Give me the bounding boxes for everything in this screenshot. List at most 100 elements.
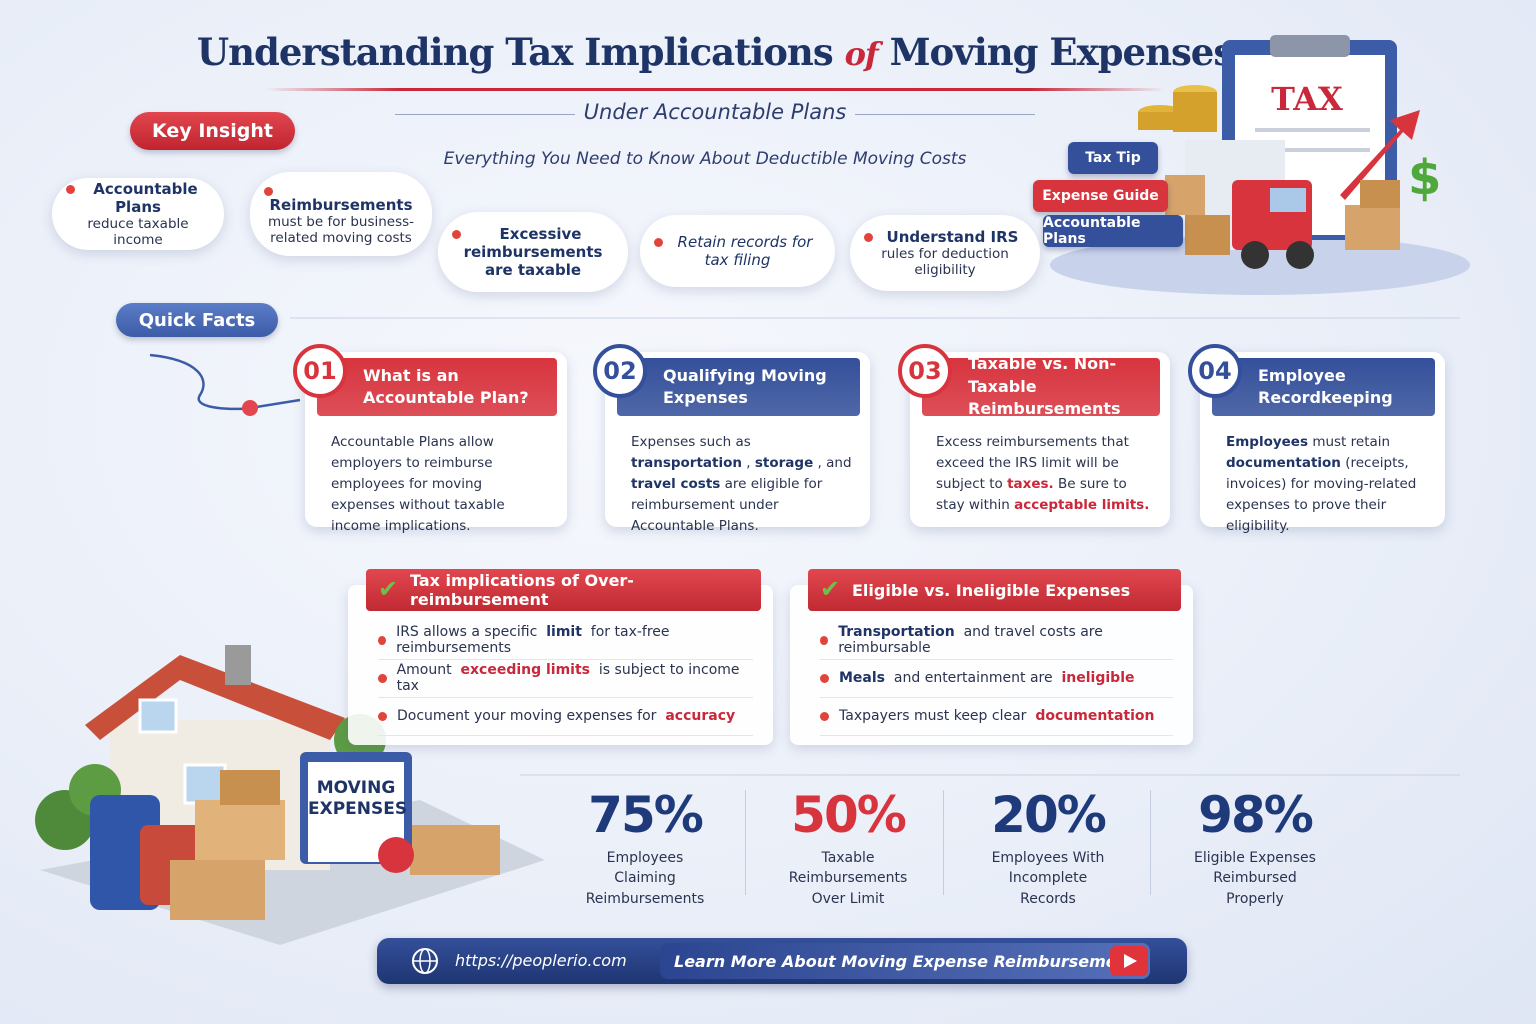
divider [855,114,1035,115]
stat: 20% Employees With Incomplete Records [948,786,1148,909]
text: Taxpayers must keep clear [839,708,1031,724]
separator [943,790,944,895]
list-panel: ✔ Eligible vs. Ineligible Expenses Transpo… [790,569,1193,745]
card-title: Taxable vs. Non-Taxable Reimbursements [968,354,1121,419]
card-header: Employee Recordkeeping [1212,358,1435,416]
bullet [654,238,663,247]
insight-bubble: Accountable Plans reduce taxable income [52,178,224,250]
text-red: exceeding limits [460,662,591,678]
bubble-text: Excessive reimbursements are taxable [452,225,614,279]
card-header: Taxable vs. Non-Taxable Reimbursements [922,354,1160,418]
text-red: accuracy [665,708,736,724]
text-red: taxes. [1007,475,1054,492]
stat-label: Eligible Expenses Reimbursed Properly [1194,850,1316,907]
text-bold: limit [546,624,582,640]
card-header: What is an Accountable Plan? [317,358,557,416]
text: and travel costs are reimbursable [838,624,1108,656]
text-bold: Employees [1226,434,1309,450]
text: Expenses such as [631,434,751,450]
fact-card: What is an Accountable Plan? 01 Accountabl… [293,344,567,534]
tag: Expense Guide [1033,180,1168,212]
text-bold: storage [754,454,814,471]
text: and entertainment are [889,670,1058,686]
sign-label: MOVING EXPENSES [308,778,408,820]
card-body: Employees must retain documentation (rec… [1226,432,1427,537]
text-bold: Understand IRS [886,228,1019,246]
bullet [820,711,829,721]
item-text: Transportation and travel costs are reim… [838,624,1173,656]
list-item: IRS allows a specific limit for tax-free… [378,621,753,660]
bullet [378,711,387,721]
card-body: Expenses such as transportation , storag… [631,432,852,537]
tax-illustration [1050,35,1470,295]
text: (receipts, invoices) for moving-related … [1226,454,1417,534]
house-illustration [35,645,545,945]
card-title: What is an Accountable Plan? [363,365,529,407]
insight-bubble: Reimbursements must be for business-rela… [250,172,432,256]
text-bold: transportation [631,454,742,471]
tag: Tax Tip [1068,142,1158,174]
list-panel: ✔ Tax implications of Over-reimbursement I… [348,569,773,745]
text: Be sure to stay within [936,475,1127,513]
text: IRS allows a specific [396,624,542,640]
insight-bubble: Retain records for tax filing [640,215,835,287]
list-item: Transportation and travel costs are reim… [820,621,1173,660]
text: Document your moving expenses for [397,708,661,724]
card-body: Accountable Plans allow employers to rei… [331,432,549,537]
text: for tax-free reimbursements [396,624,674,656]
text: must be for business-related moving cost… [267,214,415,246]
item-text: Taxpayers must keep clear documentation [839,708,1159,724]
card-number: 03 [898,344,952,398]
key-insight-label: Key Insight [130,112,295,150]
text: is subject to income tax [396,662,744,694]
fact-card: Employee Recordkeeping 04 Employees must r… [1188,344,1445,534]
item-text: Amount exceeding limits is subject to in… [397,662,753,694]
stat: 98% Eligible Expenses Reimbursed Properly [1155,786,1355,909]
item-text: IRS allows a specific limit for tax-free… [396,624,753,656]
title-underline [265,88,1165,91]
cta-text[interactable]: Learn More About Moving Expense Reimburs… [674,951,1146,971]
footer-cta[interactable]: Learn More About Moving Expense Reimburs… [660,943,1150,979]
text-bold: Meals [839,670,886,686]
card-title: Employee Recordkeeping [1258,365,1393,407]
card-header: Qualifying Moving Expenses [617,358,860,416]
card-number: 01 [293,344,347,398]
tag: Accountable Plans [1043,215,1183,247]
bullet [66,185,75,194]
stat-label: Taxable Reimbursements Over Limit [788,850,908,907]
text-red: documentation [1035,708,1155,724]
text-bold: Reimbursements [269,196,413,214]
item-text: Document your moving expenses for accura… [397,708,740,724]
text-bold: Transportation [838,624,955,640]
text: , and [817,454,852,471]
quick-facts-label: Quick Facts [116,303,278,337]
text-red: acceptable limits. [1014,496,1150,513]
text: must retain [1312,434,1391,450]
stat-value: 75% [588,786,704,844]
play-icon[interactable] [1110,946,1148,976]
connector [149,353,301,411]
clipboard-label: TAX [1271,80,1343,118]
subtitle: Under Accountable Plans [583,100,847,124]
footer-url[interactable]: https://peoplerio.com [455,951,627,970]
tagline: Everything You Need to Know About Deduct… [443,149,967,169]
stat-label: Employees With Incomplete Records [991,850,1105,907]
text-red: ineligible [1061,670,1135,686]
insight-bubble: Understand IRS rules for deduction eligi… [850,215,1040,291]
card-number: 02 [593,344,647,398]
check-icon: ✔ [378,575,399,603]
separator [1150,790,1151,895]
bubble-text: Accountable Plans reduce taxable income [66,180,210,248]
stat-value: 50% [791,786,907,844]
title-text: Moving Expenses [889,30,1235,74]
panel-header: ✔ Tax implications of Over-reimbursement [366,569,761,611]
bubble-text: Retain records for tax filing [654,233,821,269]
text-bold: Accountable Plans [93,180,198,216]
bullet [820,673,829,683]
text-bold: travel costs [631,475,721,492]
bullet [864,233,873,242]
insight-bubble: Excessive reimbursements are taxable [438,212,628,292]
text: reduce taxable income [87,216,189,248]
